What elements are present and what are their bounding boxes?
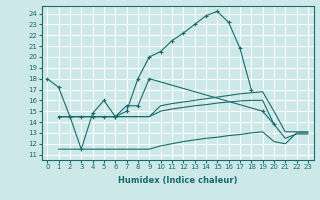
X-axis label: Humidex (Indice chaleur): Humidex (Indice chaleur) xyxy=(118,176,237,185)
